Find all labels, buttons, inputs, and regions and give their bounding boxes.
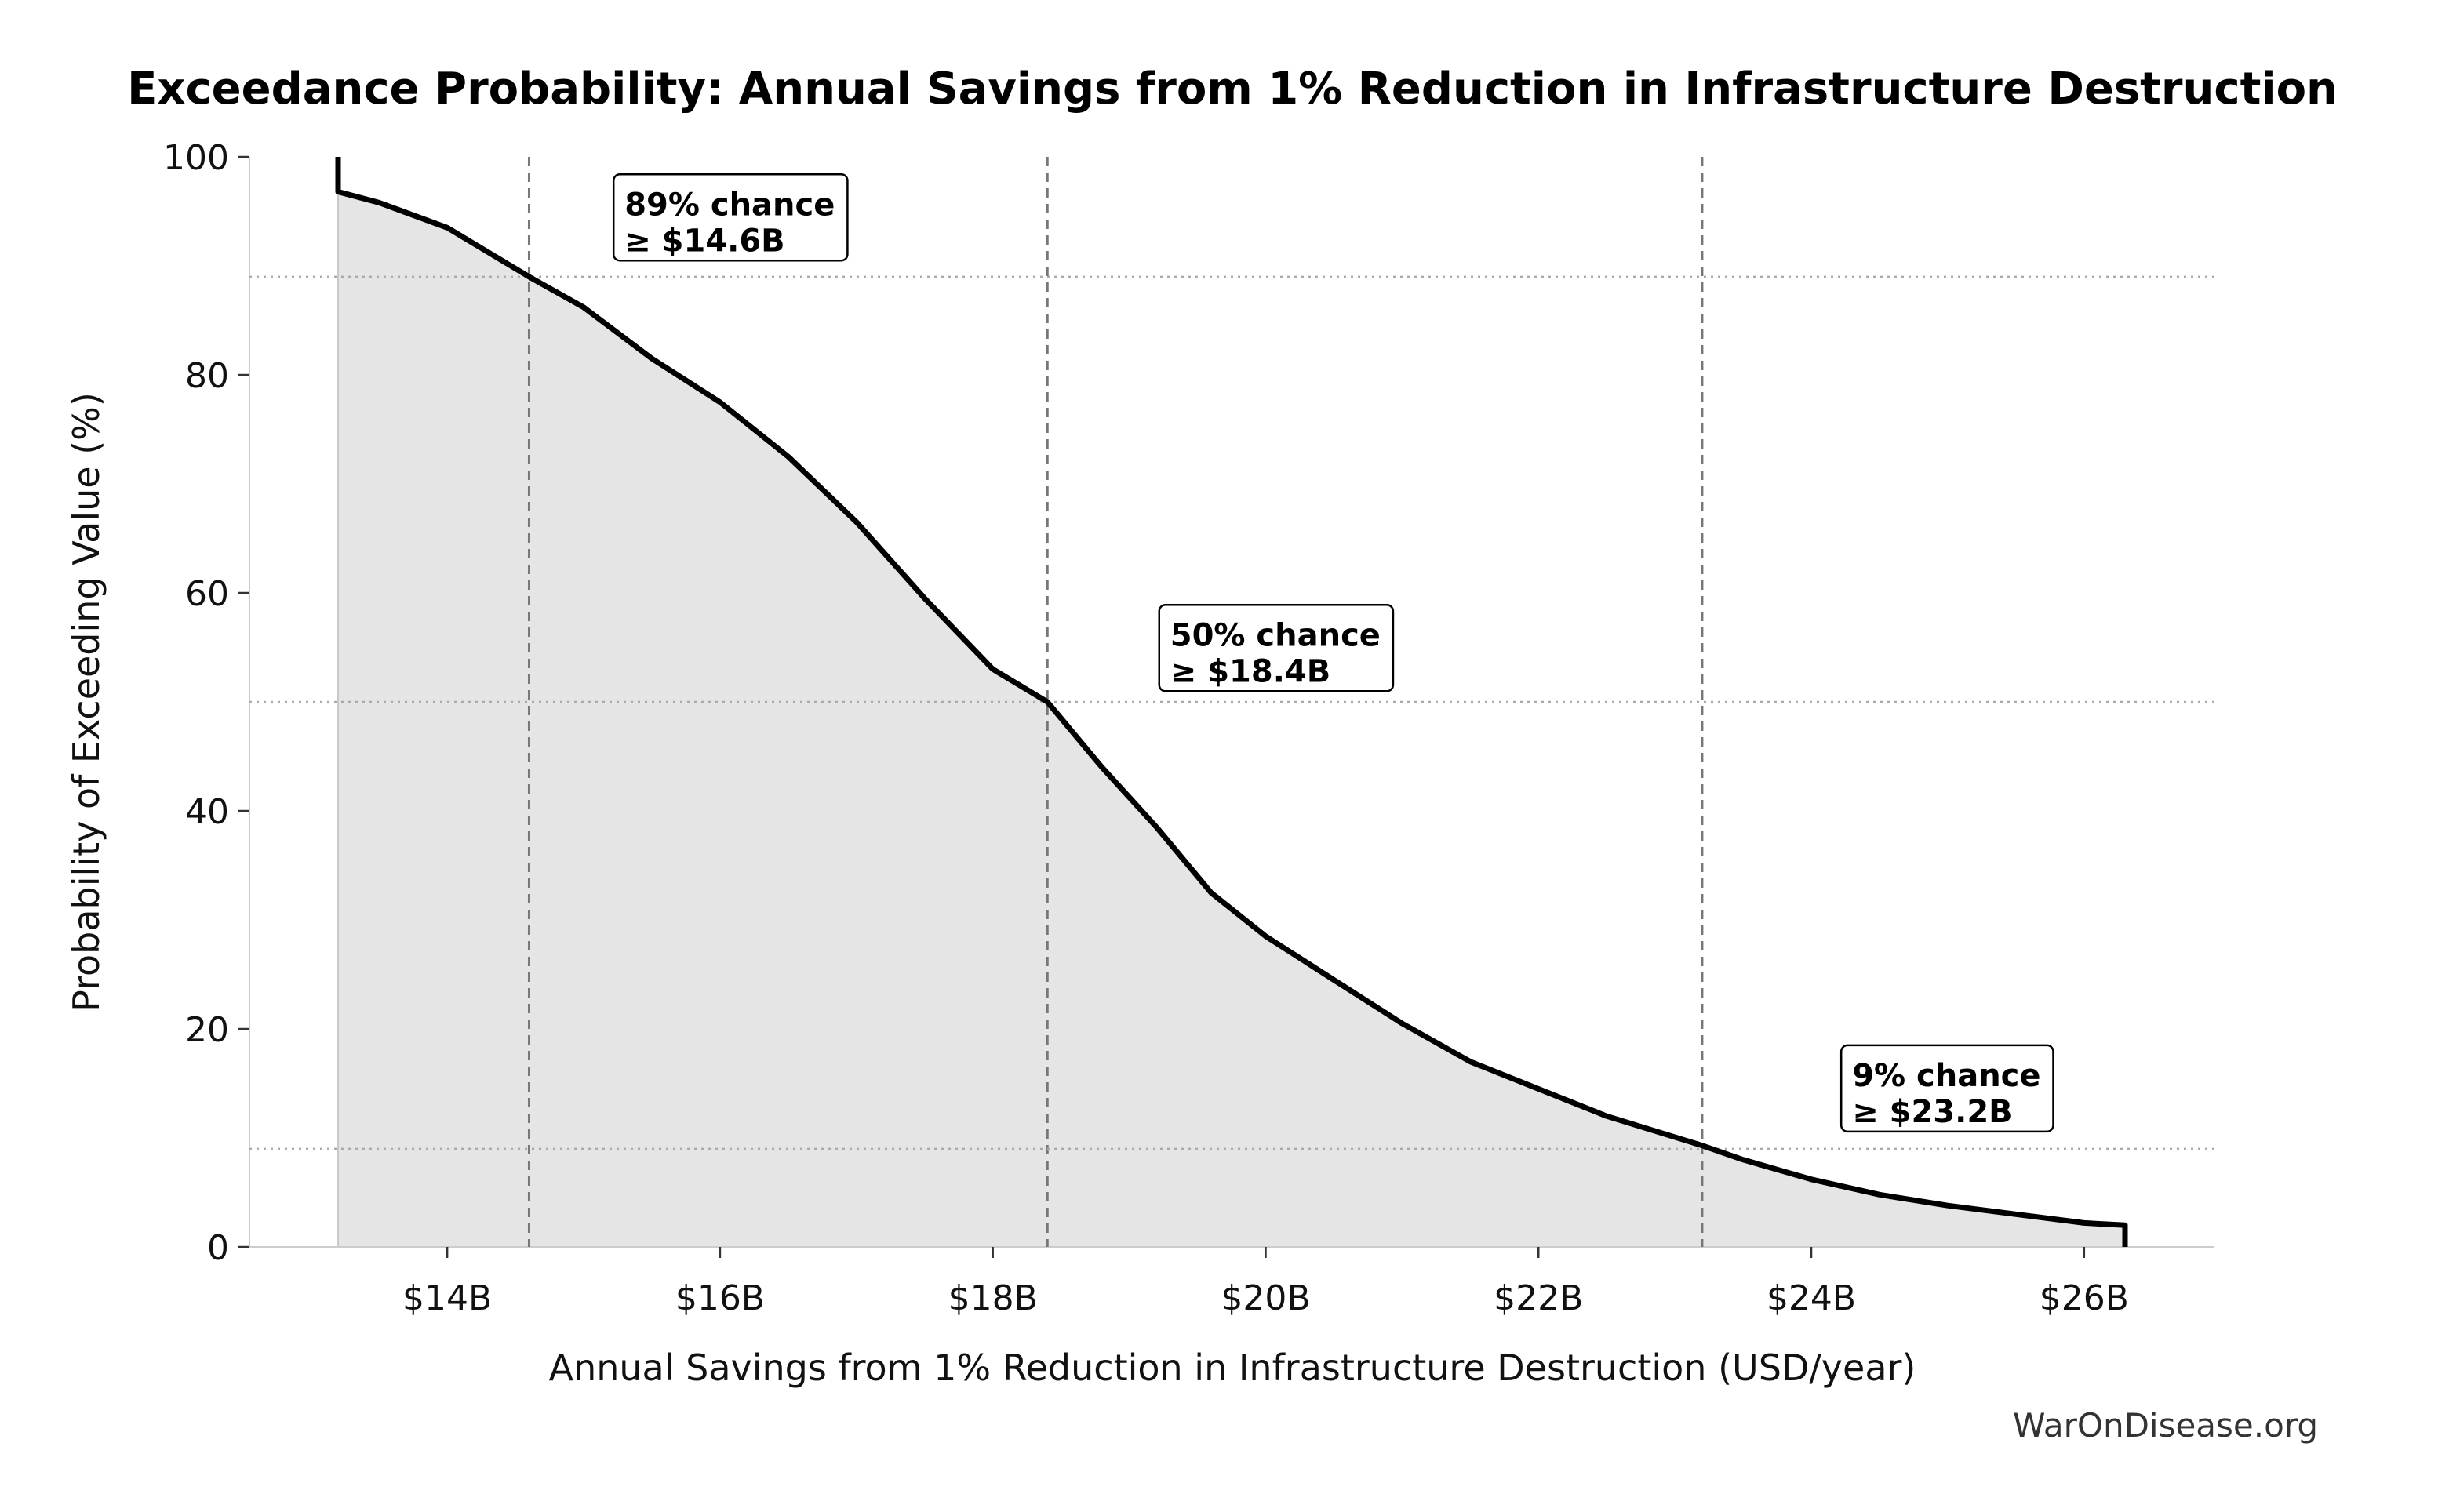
annotation-line2: ≥ $23.2B	[1852, 1094, 2012, 1130]
annotation-line2: ≥ $14.6B	[624, 223, 784, 259]
annotation-line2: ≥ $18.4B	[1170, 653, 1330, 689]
y-tick-label: 40	[185, 792, 229, 832]
y-tick-label: 80	[185, 356, 229, 396]
annotation-box-0	[612, 173, 849, 262]
annotation-line1: 9% chance	[1852, 1058, 2040, 1094]
y-axis-label: Probability of Exceeding Value (%)	[65, 392, 107, 1012]
y-tick-label: 20	[185, 1010, 229, 1050]
watermark: WarOnDisease.org	[2013, 1406, 2318, 1445]
x-tick-label: $20B	[1221, 1278, 1310, 1318]
annotation-box-1	[1158, 604, 1395, 692]
x-tick-label: $26B	[2040, 1278, 2129, 1318]
exceedance-area	[338, 157, 2125, 1247]
y-tick-label: 60	[185, 574, 229, 614]
y-tick-label: 100	[163, 138, 229, 178]
x-tick-label: $14B	[402, 1278, 492, 1318]
annotation-line1: 50% chance	[1170, 617, 1381, 653]
x-tick-label: $22B	[1494, 1278, 1583, 1318]
chart-title: Exceedance Probability: Annual Savings f…	[127, 64, 2338, 114]
y-tick-label: 0	[207, 1228, 229, 1268]
plot-area: 0 20 40 60 80 100 $14B $16B $18B $20B $22B $24B $26B…	[163, 138, 2214, 1318]
exceedance-curve	[335, 157, 2128, 1247]
annotation-box-2	[1839, 1044, 2054, 1133]
x-axis-label: Annual Savings from 1% Reduction in Infr…	[549, 1347, 1916, 1389]
x-tick-label: $16B	[675, 1278, 765, 1318]
annotation-line1: 89% chance	[624, 187, 835, 223]
x-tick-label: $18B	[948, 1278, 1038, 1318]
x-tick-label: $24B	[1767, 1278, 1856, 1318]
